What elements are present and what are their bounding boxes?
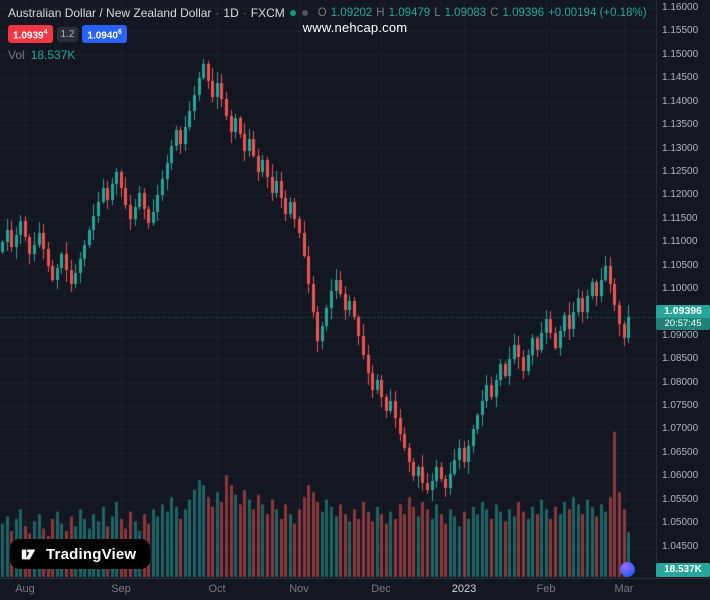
price-axis-label: 1.16000 [662, 2, 699, 13]
sell-price: 1.0939 [13, 30, 44, 42]
time-axis-label: Mar [614, 583, 634, 595]
price-axis-label: 1.07500 [662, 400, 699, 411]
spread-value: 1.2 [56, 26, 79, 42]
price-axis-label: 1.15000 [662, 49, 699, 60]
time-axis-label: Sep [111, 583, 131, 595]
separator: · [215, 6, 220, 20]
price-axis-label: 1.13000 [662, 143, 699, 154]
price-axis-label: 1.08000 [662, 377, 699, 388]
chart-canvas[interactable] [0, 0, 656, 578]
price-axis-label: 1.10000 [662, 283, 699, 294]
price-axis-label: 1.15500 [662, 25, 699, 36]
time-axis-label: Nov [289, 583, 309, 595]
close-label: C [490, 7, 499, 19]
time-axis[interactable]: Aug Sep Oct Nov Dec 2023 Feb Mar [0, 578, 710, 600]
exchange-label[interactable]: FXCM [250, 6, 285, 20]
price-axis-label: 1.05000 [662, 517, 699, 528]
legend-row-main: Australian Dollar / New Zealand Dollar ·… [8, 5, 647, 21]
price-axis-label: 1.06500 [662, 447, 699, 458]
time-axis-label: 2023 [451, 583, 477, 595]
site-watermark: www.nehcap.com [302, 20, 408, 35]
legend-row-volume: Vol 18.537K [8, 48, 647, 62]
price-axis-label: 1.09000 [662, 330, 699, 341]
price-axis-label: 1.10500 [662, 260, 699, 271]
low-label: L [434, 7, 441, 19]
tradingview-logo[interactable]: TradingView [10, 539, 151, 569]
bar-countdown: 20:57:45 [656, 318, 710, 330]
buy-price: 1.0940 [87, 30, 118, 42]
price-axis-label: 1.12000 [662, 189, 699, 200]
time-axis-label: Feb [536, 583, 556, 595]
last-price-badge: 1.09396 20:57:45 [656, 305, 710, 330]
price-axis-label: 1.11000 [662, 236, 698, 247]
market-status-icon[interactable] [289, 10, 296, 16]
separator: · [242, 6, 247, 20]
tradingview-logo-text: TradingView [46, 545, 137, 563]
legend-row-dom: 1.09394 1.2 1.09406 [8, 25, 647, 44]
price-axis-label: 1.06000 [662, 470, 699, 481]
buy-button[interactable]: 1.09406 [82, 25, 127, 44]
price-axis-label: 1.04500 [662, 541, 699, 552]
volume-label: Vol [8, 48, 25, 63]
low-value: 1.09083 [444, 7, 487, 19]
ohlc-values: O 1.09202 H 1.09479 L 1.09083 C 1.09396 +0.0… [318, 7, 647, 19]
time-axis-label: Oct [208, 583, 226, 595]
floating-bubble-icon[interactable] [620, 562, 635, 577]
chart-legend: Australian Dollar / New Zealand Dollar ·… [8, 5, 647, 62]
price-axis-label: 1.14000 [662, 96, 699, 107]
price-axis-label: 1.07000 [662, 423, 699, 434]
price-axis-label: 1.08500 [662, 353, 699, 364]
price-axis-label: 1.14500 [662, 72, 699, 83]
interval-label[interactable]: 1D [223, 6, 239, 20]
price-axis-label: 1.13500 [662, 119, 699, 130]
high-value: 1.09479 [388, 7, 431, 19]
sell-button[interactable]: 1.09394 [8, 25, 53, 44]
open-label: O [317, 7, 327, 19]
price-axis[interactable]: 1.16000 1.15500 1.15000 1.14500 1.14000 1.135… [656, 0, 710, 578]
tradingview-logo-icon [20, 545, 38, 563]
data-status-icon[interactable] [301, 10, 308, 16]
price-axis-label: 1.11500 [662, 213, 698, 224]
time-axis-label: Aug [15, 583, 35, 595]
price-axis-label: 1.05500 [662, 494, 699, 505]
symbol-title[interactable]: Australian Dollar / New Zealand Dollar [8, 6, 212, 20]
open-value: 1.09202 [330, 7, 373, 19]
last-price-value: 1.09396 [656, 305, 710, 318]
price-axis-label: 1.12500 [662, 166, 699, 177]
last-volume-badge: 18.537K [656, 563, 710, 577]
volume-value: 18.537K [30, 48, 76, 63]
close-value: 1.09396 [502, 7, 545, 19]
high-label: H [376, 7, 385, 19]
time-axis-label: Dec [371, 583, 391, 595]
buy-price-sup: 6 [118, 29, 122, 36]
change-value: +0.00194 (+0.18%) [548, 7, 647, 19]
sell-price-sup: 4 [43, 29, 48, 36]
